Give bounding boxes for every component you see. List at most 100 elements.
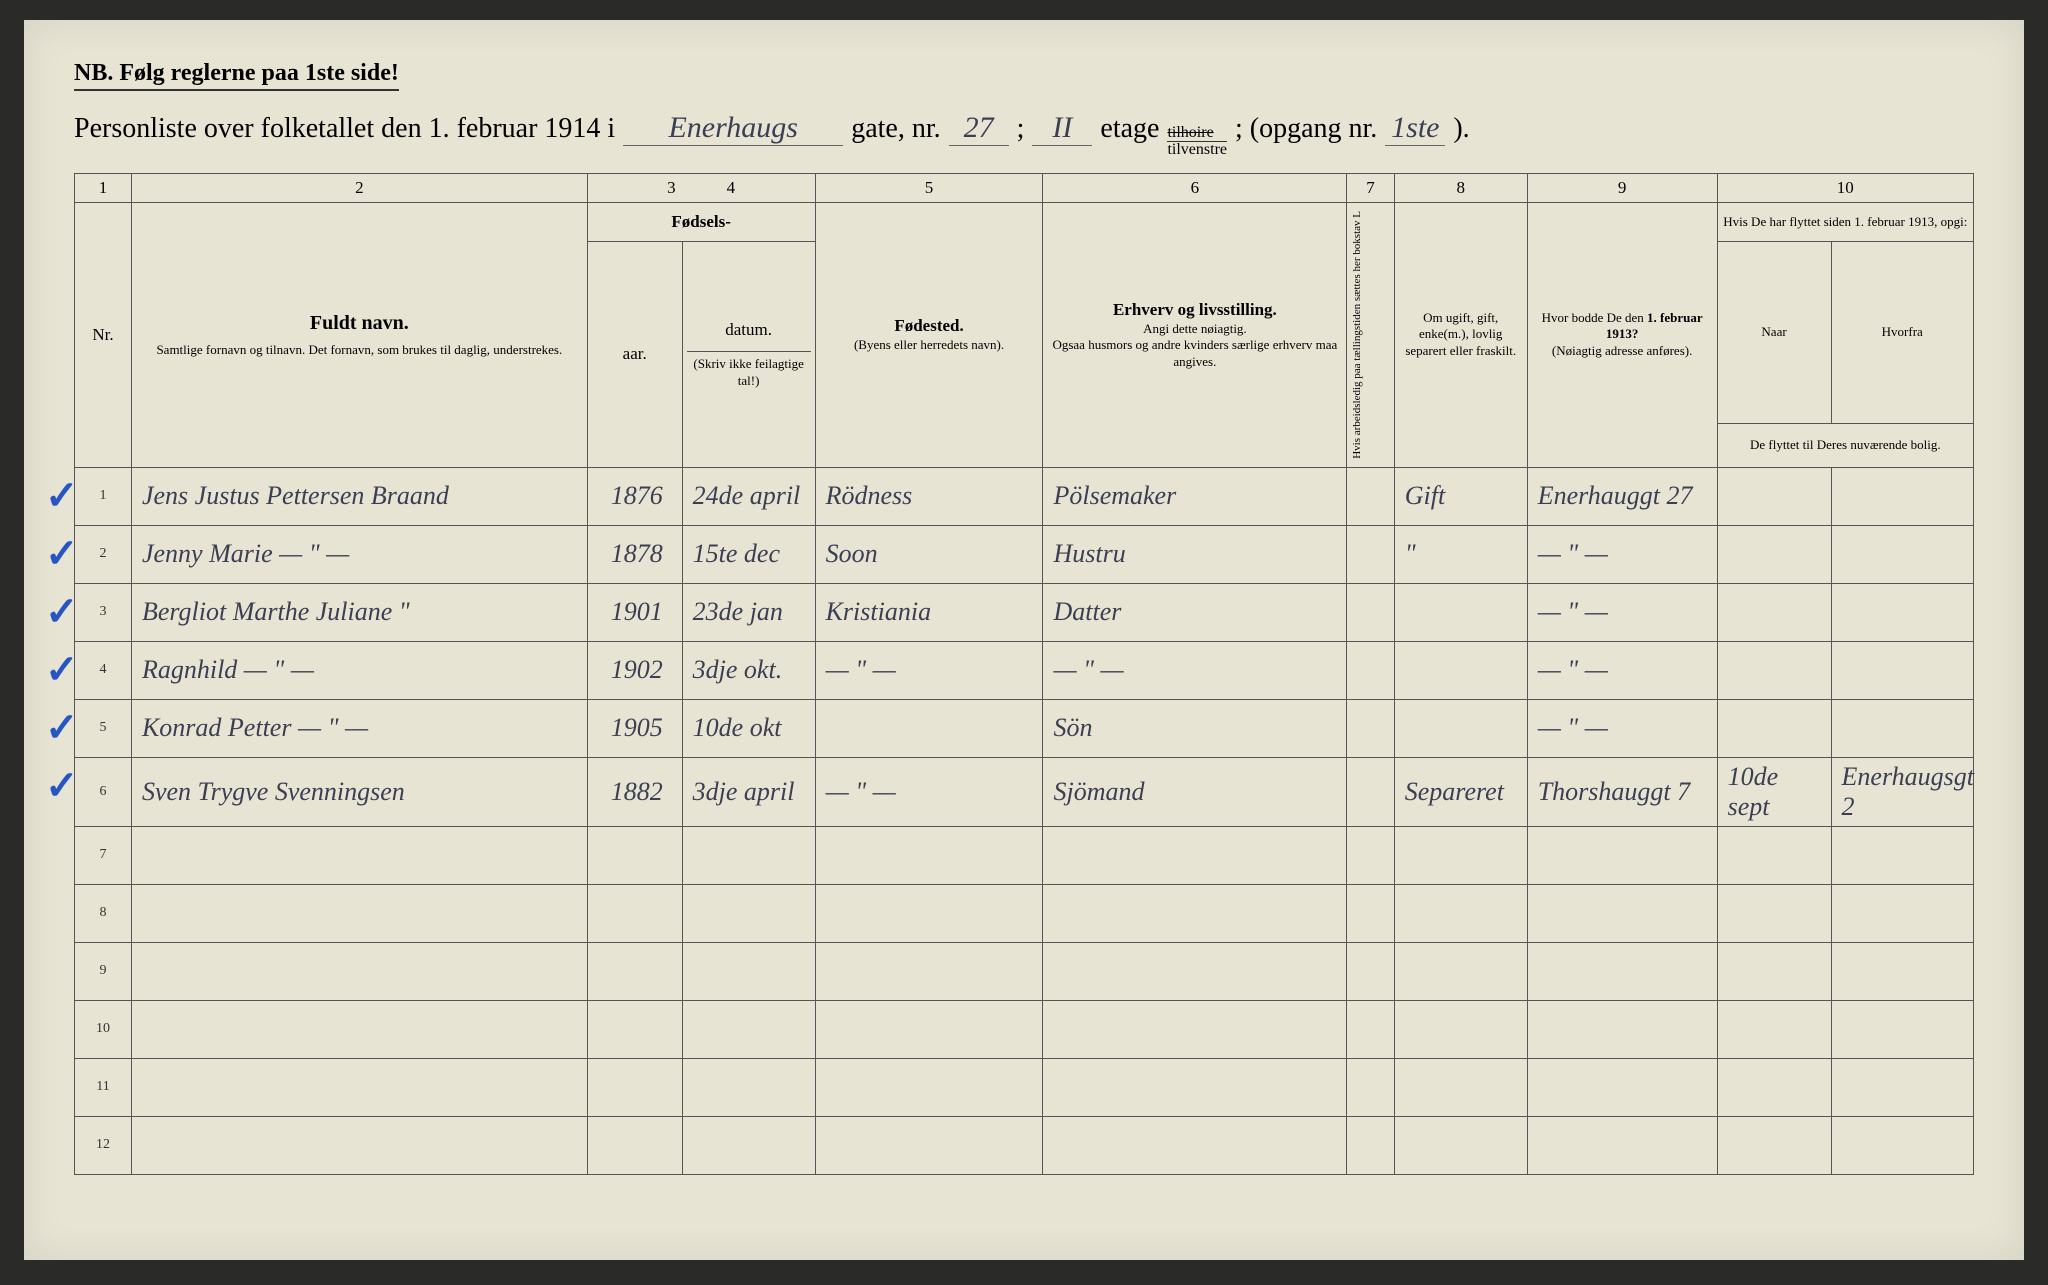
cell-year — [587, 1058, 682, 1116]
cell-place — [815, 1058, 1043, 1116]
opgang-label: ; (opgang nr. — [1235, 113, 1377, 145]
cell-col7 — [1347, 641, 1394, 699]
cell-occupation — [1043, 826, 1347, 884]
header-row: Nr. Fuldt navn. Samtlige fornavn og tiln… — [75, 203, 1974, 242]
cell-name: Jens Justus Pettersen Braand — [131, 467, 587, 525]
cell-moved-when — [1717, 1000, 1831, 1058]
cell-prev-addr: Thorshauggt 7 — [1527, 757, 1717, 826]
checkmark-icon: ✓ — [45, 531, 79, 577]
cell-year — [587, 942, 682, 1000]
hdr-occupation: Erhverv og livsstilling. Angi dette nøia… — [1043, 203, 1347, 468]
cell-date: 3dje april — [682, 757, 815, 826]
cell-name — [131, 1116, 587, 1174]
cell-moved-from — [1831, 583, 1973, 641]
hdr-occ-sub2: Ogsaa husmors og andre kvinders særlige … — [1047, 337, 1342, 371]
cell-moved-from — [1831, 1058, 1973, 1116]
cell-moved-when — [1717, 942, 1831, 1000]
cell-marital — [1394, 583, 1527, 641]
census-table: 1 2 3 4 5 6 7 8 9 10 Nr. Fuldt navn. Sam… — [74, 173, 1974, 1175]
tilhoire: tilhoire — [1167, 125, 1227, 141]
cell-prev-addr: — " — — [1527, 641, 1717, 699]
row-number: ✓4 — [75, 641, 132, 699]
cell-place: — " — — [815, 641, 1043, 699]
table-row: 12 — [75, 1116, 1974, 1174]
cell-prev-addr: — " — — [1527, 583, 1717, 641]
gate-label: gate, nr. — [851, 113, 940, 145]
row-number: 11 — [75, 1058, 132, 1116]
cell-col7 — [1347, 583, 1394, 641]
cell-name: Jenny Marie — " — — [131, 525, 587, 583]
hdr-name: Fuldt navn. Samtlige fornavn og tilnavn.… — [131, 203, 587, 468]
cell-prev-addr — [1527, 1000, 1717, 1058]
cell-moved-from — [1831, 942, 1973, 1000]
colnum-1: 1 — [75, 174, 132, 203]
cell-year: 1878 — [587, 525, 682, 583]
etage-label: etage — [1100, 113, 1159, 145]
cell-year: 1905 — [587, 699, 682, 757]
cell-name: Konrad Petter — " — — [131, 699, 587, 757]
colnum-5: 5 — [815, 174, 1043, 203]
cell-col7 — [1347, 826, 1394, 884]
checkmark-icon: ✓ — [45, 473, 79, 519]
cell-col7 — [1347, 699, 1394, 757]
cell-col7 — [1347, 757, 1394, 826]
cell-place: — " — — [815, 757, 1043, 826]
cell-marital: " — [1394, 525, 1527, 583]
row-number: 12 — [75, 1116, 132, 1174]
cell-year — [587, 826, 682, 884]
cell-moved-when — [1717, 699, 1831, 757]
checkmark-icon: ✓ — [45, 705, 79, 751]
opgang-nr: 1ste — [1385, 111, 1445, 146]
hdr-birth-title: Fødsels- — [587, 203, 815, 242]
cell-marital — [1394, 1116, 1527, 1174]
hdr-birth-date: datum. (Skriv ikke feilagtige tal!) — [682, 242, 815, 468]
cell-marital — [1394, 699, 1527, 757]
colnum-2: 2 — [131, 174, 587, 203]
cell-date — [682, 884, 815, 942]
cell-place — [815, 826, 1043, 884]
table-row: 10 — [75, 1000, 1974, 1058]
closing-paren: ). — [1453, 113, 1469, 145]
row-number: 7 — [75, 826, 132, 884]
cell-place — [815, 884, 1043, 942]
title-prefix: Personliste over folketallet den 1. febr… — [74, 113, 615, 145]
cell-name: Ragnhild — " — — [131, 641, 587, 699]
cell-col7 — [1347, 942, 1394, 1000]
cell-moved-when — [1717, 1058, 1831, 1116]
hdr-nr: Nr. — [75, 203, 132, 468]
cell-moved-from — [1831, 1116, 1973, 1174]
table-row: 8 — [75, 884, 1974, 942]
census-page: NB. Følg reglerne paa 1ste side! Personl… — [24, 20, 2024, 1260]
cell-year: 1902 — [587, 641, 682, 699]
colnum-10: 10 — [1717, 174, 1973, 203]
etage-nr: II — [1032, 111, 1092, 146]
table-row: ✓2Jenny Marie — " —187815te decSoonHustr… — [75, 525, 1974, 583]
colnum-3-4: 3 4 — [587, 174, 815, 203]
cell-moved-from — [1831, 826, 1973, 884]
cell-marital — [1394, 641, 1527, 699]
column-number-row: 1 2 3 4 5 6 7 8 9 10 — [75, 174, 1974, 203]
cell-moved-when — [1717, 826, 1831, 884]
cell-place: Kristiania — [815, 583, 1043, 641]
cell-moved-from: Enerhaugsgt 2 — [1831, 757, 1973, 826]
cell-occupation — [1043, 1000, 1347, 1058]
cell-moved-from — [1831, 1000, 1973, 1058]
cell-date — [682, 826, 815, 884]
row-number: ✓5 — [75, 699, 132, 757]
cell-place: Soon — [815, 525, 1043, 583]
cell-moved-from — [1831, 641, 1973, 699]
cell-moved-when — [1717, 583, 1831, 641]
cell-date: 10de okt — [682, 699, 815, 757]
cell-date — [682, 1000, 815, 1058]
hdr-occ-title: Erhverv og livsstilling. — [1047, 299, 1342, 321]
hdr-name-title: Fuldt navn. — [136, 310, 583, 336]
nb-instruction: NB. Følg reglerne paa 1ste side! — [74, 60, 399, 91]
cell-occupation — [1043, 1116, 1347, 1174]
row-number: 8 — [75, 884, 132, 942]
cell-occupation — [1043, 884, 1347, 942]
cell-moved-when: 10de sept — [1717, 757, 1831, 826]
cell-name — [131, 826, 587, 884]
cell-moved-when — [1717, 525, 1831, 583]
cell-col7 — [1347, 884, 1394, 942]
cell-name — [131, 884, 587, 942]
